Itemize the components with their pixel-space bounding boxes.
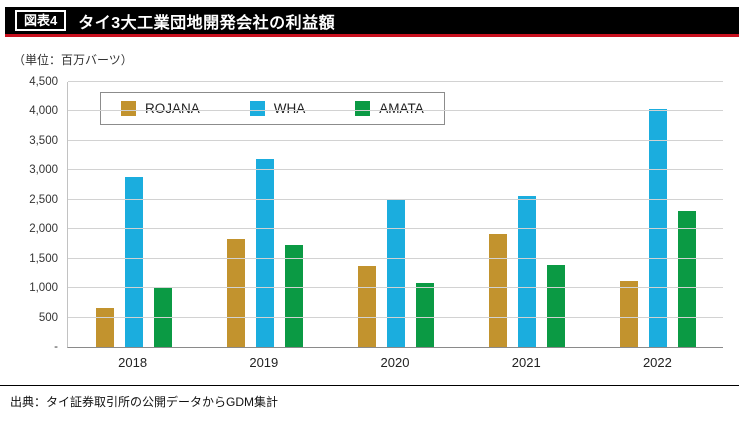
legend-swatch-amata (355, 101, 371, 116)
bar-amata-2021 (546, 265, 565, 347)
x-tick-label-2018: 2018 (118, 355, 148, 370)
gridline (68, 169, 723, 171)
chart: - 500 1,000 1,500 2,000 2,500 3,000 3,500 4,000 4… (12, 76, 723, 370)
x-tick-label-2020: 2020 (380, 355, 410, 370)
legend-item-amata: AMATA (355, 101, 424, 116)
bar-rojana-2021 (488, 233, 507, 347)
bar-group-2022 (592, 82, 723, 347)
legend-item-wha: WHA (249, 101, 306, 116)
bar-amata-2022 (677, 210, 696, 347)
y-axis-labels: - 500 1,000 1,500 2,000 2,500 3,000 3,500 4,000 4… (12, 76, 58, 353)
legend: ROJANA WHA AMATA (100, 92, 445, 125)
bar-group-2018 (68, 82, 199, 347)
y-tick-label: 1,000 (29, 282, 58, 295)
y-tick-label: 500 (38, 311, 58, 324)
footer-divider (0, 385, 739, 386)
bar-rojana-2019 (226, 239, 245, 347)
gridline (68, 198, 723, 200)
source-note: 出典：タイ証券取引所の公開データからGDM集計 (10, 395, 278, 409)
bar-wha-2018 (124, 176, 143, 347)
plot-area: ROJANA WHA AMATA (67, 81, 723, 348)
bar-rojana-2018 (95, 308, 114, 347)
y-tick-label: 4,000 (29, 105, 58, 118)
unit-label: （単位：百万バーツ） (13, 53, 133, 67)
header: 図表4 タイ3大工業団地開発会社の利益額 (5, 7, 739, 37)
x-tick-label-2022: 2022 (642, 355, 672, 370)
y-tick-label: 4,500 (29, 76, 58, 88)
x-axis-labels: 2018 2019 2020 2021 2022 (67, 348, 723, 370)
bar-amata-2020 (415, 283, 434, 347)
gridline (68, 81, 723, 82)
y-tick-label: 1,500 (29, 252, 58, 265)
figure-tag: 図表4 (15, 10, 67, 31)
legend-swatch-rojana (121, 101, 136, 116)
legend-label-rojana: ROJANA (145, 101, 200, 116)
gridline (68, 316, 723, 318)
gridline (68, 110, 723, 112)
y-tick-label: 2,000 (29, 223, 58, 236)
legend-item-rojana: ROJANA (121, 101, 200, 116)
gridline (68, 228, 723, 230)
x-tick-label-2021: 2021 (511, 355, 541, 370)
legend-swatch-wha (249, 101, 265, 116)
bar-wha-2020 (386, 198, 405, 347)
gridline (68, 287, 723, 289)
y-tick-label: 2,500 (29, 193, 58, 206)
legend-label-wha: WHA (273, 101, 306, 116)
x-tick-label-2019: 2019 (249, 355, 279, 370)
plot-wrap: - 500 1,000 1,500 2,000 2,500 3,000 3,500 4,000 4… (12, 76, 723, 353)
bar-group-2019 (199, 82, 330, 347)
bar-group-2021 (461, 82, 592, 347)
bar-rojana-2020 (357, 266, 376, 347)
legend-label-amata: AMATA (379, 101, 424, 116)
page-title: タイ3大工業団地開発会社の利益額 (78, 14, 336, 32)
bar-wha-2021 (517, 195, 536, 347)
y-tick-label: - (54, 341, 58, 353)
gridline (68, 257, 723, 259)
gridline (68, 139, 723, 141)
bar-amata-2019 (284, 244, 303, 347)
bar-wha-2019 (255, 158, 274, 347)
bar-rojana-2022 (619, 281, 638, 347)
y-tick-label: 3,500 (29, 134, 58, 147)
y-tick-label: 3,000 (29, 164, 58, 177)
bar-group-2020 (330, 82, 461, 347)
